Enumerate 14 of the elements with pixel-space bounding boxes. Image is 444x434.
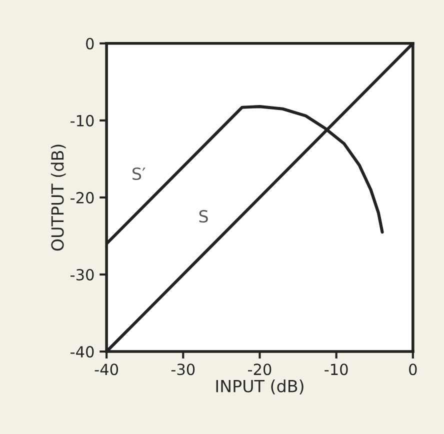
x-tick-label: 0 [409,364,417,376]
y-tick-label: -30 [70,268,94,281]
x-tick-label: -10 [324,364,348,376]
x-tick-label: -30 [171,364,195,376]
y-tick-label: -10 [70,114,94,126]
series-label: S′ [132,167,146,180]
x-axis-title: INPUT (dB) [216,380,304,394]
y-tick-label: -20 [70,192,94,204]
series-label: S [199,210,208,223]
y-axis-title: OUTPUT (dB) [50,144,66,251]
x-tick-label: -20 [248,364,272,376]
y-tick-label: -40 [70,346,94,358]
y-tick-label: 0 [86,38,94,50]
x-tick-label: -40 [94,364,118,376]
